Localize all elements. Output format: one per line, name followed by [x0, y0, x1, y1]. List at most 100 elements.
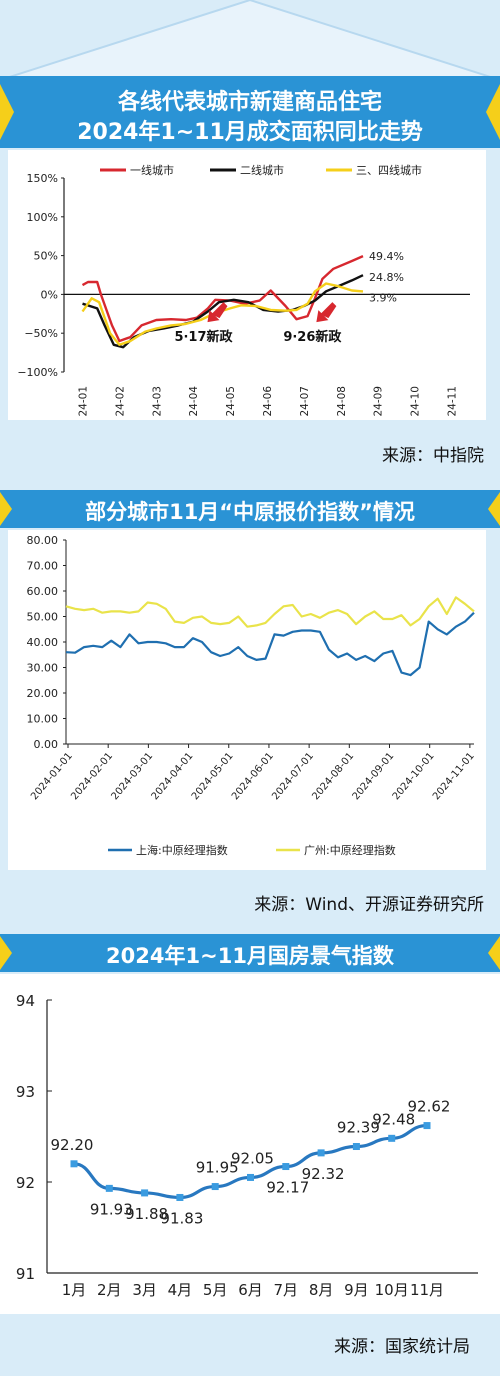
chart3-x-tick-label: 11月 [410, 1281, 444, 1299]
chart3-point [282, 1163, 290, 1171]
chart2-x-tick-label: 2024-02-01 [69, 751, 115, 803]
chart1-x-tick-label: 24-08 [336, 386, 348, 417]
chart2-series-line [65, 596, 475, 628]
chart3-point [211, 1183, 219, 1191]
chart1-panel: 150% 100% 50% 0% −50% −100% 24-01 24-02 24-03 24-… [8, 150, 486, 420]
chart3-x-tick-label: 3月 [132, 1281, 157, 1299]
chart2-x-tick-label: 2024-04-01 [150, 751, 196, 803]
chart1-title-banner: 各线代表城市新建商品住宅 2024年1~11月成交面积同比走势 [0, 76, 500, 148]
chart3-value-label: 92.48 [372, 1110, 415, 1128]
chart3-x-tick-label: 4月 [168, 1281, 193, 1299]
chart2-y-tick-label: 70.00 [27, 560, 59, 573]
chart1-end-label: 24.8% [369, 271, 404, 284]
chart3-value-label: 92.17 [266, 1179, 309, 1197]
chart2-y-tick-label: 40.00 [27, 636, 59, 649]
chart2-y-tick-label: 60.00 [27, 585, 59, 598]
chart1-annotation-label: 5·17新政 [174, 329, 233, 345]
chart1-y-tick-label: 100% [27, 211, 58, 224]
chart1-series-line [81, 255, 364, 343]
chart3-value-label: 91.95 [196, 1159, 239, 1177]
chart3-value-label: 92.62 [408, 1098, 451, 1116]
chart3-y-tick-label: 91 [16, 1265, 35, 1283]
chart2-x-tick-label: 2024-08-01 [310, 751, 356, 803]
chart3-source: 来源：国家统计局 [334, 1337, 470, 1357]
chart1-annotation-arrow-head [316, 310, 329, 323]
chart1-title-line2: 2024年1~11月成交面积同比走势 [77, 120, 423, 145]
chart3-title: 2024年1~11月国房景气指数 [106, 944, 394, 968]
chart3-svg: 94 93 92 91 1月 2月 3月 4月 5月 6月 7月 8月 9月 10月 11月 92.20 91.… [16, 992, 478, 1299]
chart2-x-tick-label: 2024-09-01 [351, 751, 397, 803]
chart1-x-tick-label: 24-07 [299, 386, 311, 417]
chart3-x-tick-label: 2月 [97, 1281, 122, 1299]
chart2-y-tick-label: 0.00 [34, 738, 59, 751]
chart3-x-tick-label: 7月 [274, 1281, 299, 1299]
chart1-annotation-arrow [320, 302, 337, 319]
chart3-point [423, 1122, 431, 1130]
chart1-legend-label: 三、四线城市 [356, 163, 422, 177]
chart2-legend-label: 广州:中原经理指数 [304, 843, 396, 857]
chart2-legend-label: 上海:中原经理指数 [136, 843, 228, 857]
chart3-value-label: 91.88 [125, 1205, 168, 1223]
chart2-y-tick-label: 80.00 [27, 534, 59, 547]
chart2-series-line [65, 611, 475, 677]
chart1-end-label: 49.4% [369, 250, 404, 263]
chart2-x-tick-label: 2024-06-01 [230, 751, 276, 803]
chart3-value-label: 92.20 [51, 1136, 94, 1154]
chart3-point [105, 1184, 113, 1192]
chart1-svg: 150% 100% 50% 0% −50% −100% 24-01 24-02 24-03 24-… [17, 163, 470, 417]
chart3-point [176, 1193, 184, 1201]
chart1-series-line [82, 274, 364, 349]
chart1-legend-label: 二线城市 [240, 163, 284, 177]
chart1-y-tick-label: 150% [27, 172, 58, 185]
chart3-title-banner: 2024年1~11月国房景气指数 [0, 934, 500, 972]
chart3-x-tick-label: 8月 [309, 1281, 334, 1299]
chart3-x-tick-label: 1月 [62, 1281, 87, 1299]
chart3-point [352, 1143, 360, 1151]
chart3-point [388, 1134, 396, 1142]
chart1-x-tick-label: 24-03 [151, 386, 163, 417]
chart3-x-tick-label: 6月 [238, 1281, 263, 1299]
chart2-title: 部分城市11月“中原报价指数”情况 [85, 500, 415, 524]
chart2-x-tick-label: 2024-07-01 [270, 751, 316, 803]
chart1-x-tick-label: 24-11 [447, 386, 459, 417]
chart1-x-tick-label: 24-10 [410, 386, 422, 417]
chart2-y-tick-label: 50.00 [27, 611, 59, 624]
chart2-x-tick-label: 2024-05-01 [190, 751, 236, 803]
chart2-y-tick-label: 10.00 [27, 713, 59, 726]
chart2-x-tick-label: 2024-11-01 [431, 751, 477, 803]
chart2-svg: 80.00 70.00 60.00 50.00 40.00 30.00 20.00 10.00… [27, 534, 477, 857]
chart3-x-tick-label: 9月 [344, 1281, 369, 1299]
chart1-annotation-label: 9·26新政 [283, 329, 342, 345]
chart1-x-tick-label: 24-09 [373, 386, 385, 417]
chart1-x-tick-label: 24-06 [262, 386, 274, 417]
chart3-value-label: 91.93 [90, 1200, 133, 1218]
chart1-annotation-arrow [211, 302, 228, 319]
chart3-y-tick-label: 92 [16, 1174, 35, 1192]
chart3-point [70, 1160, 78, 1168]
chart1-y-tick-label: 0% [41, 288, 58, 301]
chart3-value-label: 92.32 [302, 1165, 345, 1183]
chart3-x-tick-label: 10月 [375, 1281, 409, 1299]
chart1-legend-label: 一线城市 [130, 163, 174, 177]
chart3-y-tick-label: 93 [16, 1083, 35, 1101]
chart1-x-tick-label: 24-04 [188, 386, 200, 417]
chart3-panel: 94 93 92 91 1月 2月 3月 4月 5月 6月 7月 8月 9月 10月 11月 92.20 91.… [0, 974, 500, 1314]
top-decoration [0, 0, 500, 80]
chart3-y-tick-label: 94 [16, 992, 35, 1010]
chart3-value-label: 91.83 [160, 1209, 203, 1227]
chart1-annotation-arrow-head [207, 310, 220, 323]
chart3-point [141, 1189, 149, 1197]
chart1-x-tick-label: 24-02 [114, 386, 126, 417]
chart2-title-banner: 部分城市11月“中原报价指数”情况 [0, 490, 500, 528]
chart1-title-line1: 各线代表城市新建商品住宅 [117, 90, 382, 115]
chart3-x-tick-label: 5月 [203, 1281, 228, 1299]
chart2-source: 来源：Wind、开源证券研究所 [254, 895, 484, 915]
chart2-panel: 80.00 70.00 60.00 50.00 40.00 30.00 20.00 10.00… [8, 530, 486, 870]
chart1-x-tick-label: 24-01 [77, 386, 89, 417]
chart2-x-tick-label: 2024-01-01 [29, 751, 75, 803]
chart1-y-tick-label: −100% [17, 366, 58, 379]
chart3-point [317, 1149, 325, 1157]
chart2-x-tick-label: 2024-10-01 [391, 751, 437, 803]
chart1-source: 来源：中指院 [382, 446, 484, 466]
chart1-end-label: 3.9% [369, 291, 397, 304]
